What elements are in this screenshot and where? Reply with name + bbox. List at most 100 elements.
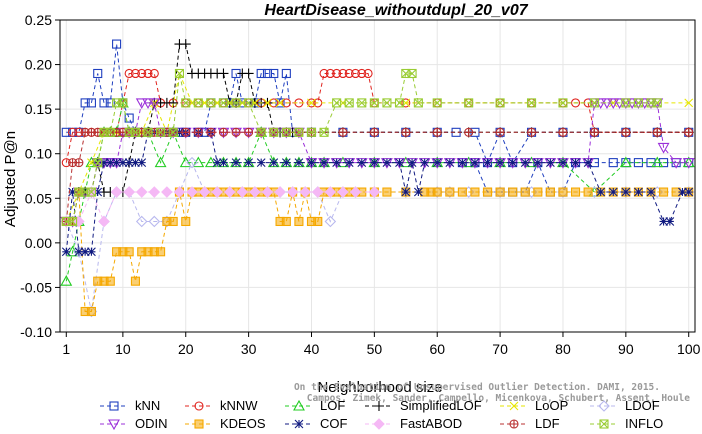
legend-item-loop: LoOP — [500, 398, 568, 413]
data-point — [344, 98, 354, 108]
data-point — [344, 158, 354, 168]
data-point — [495, 98, 505, 108]
legend-label: LDF — [535, 416, 560, 431]
data-point — [445, 158, 455, 168]
data-point — [93, 158, 103, 168]
data-point — [269, 127, 279, 137]
data-point — [112, 39, 122, 49]
data-point — [143, 68, 153, 79]
data-point — [401, 128, 410, 137]
data-point — [520, 158, 530, 168]
data-point — [180, 39, 191, 50]
legend-item-cof: COF — [285, 416, 348, 431]
data-point — [590, 128, 599, 137]
data-point — [263, 98, 272, 108]
data-point — [652, 98, 662, 108]
data-point — [325, 68, 335, 79]
data-point — [249, 186, 261, 198]
data-point — [206, 128, 215, 137]
data-point — [306, 127, 317, 137]
data-point — [432, 98, 442, 108]
x-tick-label: 10 — [115, 341, 131, 357]
data-point — [621, 128, 630, 137]
y-axis-label: Adjusted P@n — [2, 131, 19, 227]
data-point — [211, 186, 223, 198]
legend-item-kdeos: KDEOS — [185, 416, 266, 431]
series-fastabod — [60, 186, 381, 228]
data-point — [275, 98, 285, 108]
data-point — [281, 216, 291, 227]
data-point — [634, 98, 643, 108]
data-point — [495, 158, 505, 168]
data-point — [601, 98, 613, 110]
data-point — [99, 127, 109, 137]
y-tick-label: -0.05 — [20, 279, 52, 295]
data-point — [413, 98, 423, 108]
data-point — [324, 186, 337, 198]
data-point — [74, 247, 84, 257]
data-point — [395, 158, 404, 168]
data-point — [682, 158, 695, 169]
series-inflo — [61, 68, 662, 227]
data-point — [86, 98, 96, 108]
data-point — [483, 158, 492, 168]
series-line-inflo — [66, 73, 658, 222]
data-point — [369, 98, 379, 108]
data-point — [244, 98, 254, 108]
data-point — [299, 186, 311, 198]
legend-item-ldf: LDF — [500, 416, 560, 431]
data-point — [337, 186, 349, 198]
legend-label: FastABOD — [400, 416, 462, 431]
data-point — [608, 187, 618, 197]
x-tick-label: 60 — [429, 341, 445, 357]
data-point — [344, 98, 354, 108]
data-point — [68, 216, 78, 227]
data-point — [219, 158, 228, 168]
data-point — [181, 216, 191, 227]
data-point — [181, 98, 191, 108]
data-point — [607, 98, 620, 110]
data-point — [98, 215, 110, 228]
data-point — [338, 68, 348, 79]
chart-grid — [60, 19, 695, 333]
legend-label: KDEOS — [220, 416, 266, 431]
x-tick-label: 70 — [492, 341, 508, 357]
data-point — [60, 275, 73, 286]
data-point — [571, 158, 580, 168]
data-point — [433, 128, 442, 137]
legend-label: LOF — [320, 398, 345, 413]
x-tick-label: 90 — [618, 341, 634, 357]
data-point — [382, 187, 392, 197]
data-point — [161, 186, 173, 198]
data-point — [311, 186, 324, 198]
data-point — [68, 187, 77, 197]
data-point — [470, 187, 480, 197]
data-point — [545, 187, 555, 197]
data-point — [470, 158, 480, 168]
data-point — [495, 187, 505, 197]
data-point — [633, 98, 643, 108]
data-point — [232, 128, 241, 137]
data-point — [218, 68, 229, 79]
data-point — [665, 217, 675, 226]
plot-frame — [59, 19, 696, 333]
series-ldf — [61, 127, 694, 227]
data-point — [558, 187, 568, 197]
data-point — [510, 420, 518, 428]
data-point — [61, 216, 71, 227]
data-point — [332, 158, 342, 168]
data-point — [130, 127, 140, 137]
data-point — [407, 158, 417, 168]
data-point — [294, 419, 304, 429]
data-point — [168, 127, 178, 137]
x-tick-label: 20 — [178, 341, 194, 357]
data-point — [212, 158, 222, 168]
y-tick-label: 0.25 — [25, 12, 52, 28]
data-point — [307, 158, 316, 168]
credit-line-1: Campos, Zimek, Sander, Campello, Micenko… — [307, 393, 690, 404]
data-point — [407, 69, 417, 78]
data-point — [181, 98, 191, 108]
data-point — [659, 217, 668, 226]
data-point — [118, 98, 128, 108]
data-point — [143, 127, 153, 137]
